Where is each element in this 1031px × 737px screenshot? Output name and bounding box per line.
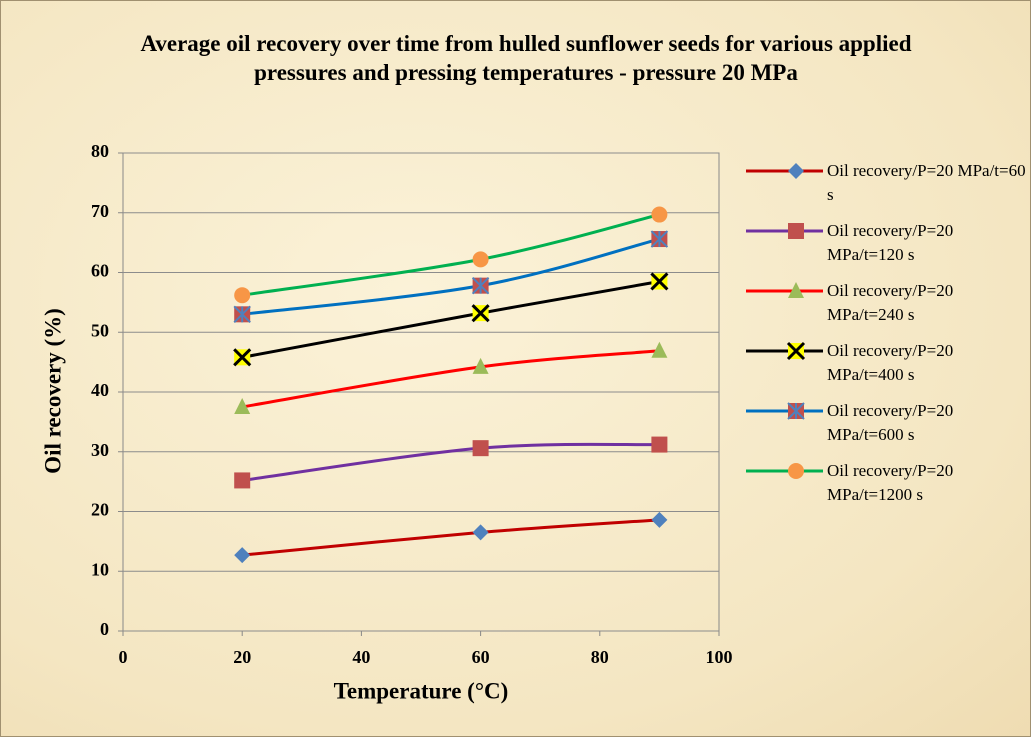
marker-part <box>786 341 806 361</box>
marker-part <box>471 304 490 323</box>
legend-label: Oil recovery/P=20 MPa/t=1200 s <box>827 461 954 504</box>
marker-part <box>234 547 251 564</box>
marker-part <box>788 163 804 179</box>
marker-part <box>650 230 669 248</box>
marker <box>234 397 251 414</box>
legend-label: Oil recovery/P=20 MPa/t=600 s <box>827 401 954 444</box>
marker-part <box>471 276 490 295</box>
y-tick-label: 50 <box>91 320 109 340</box>
x-axis-label: Temperature (°C) <box>334 678 509 703</box>
y-tick-label: 0 <box>100 619 109 639</box>
marker <box>472 440 489 457</box>
marker <box>786 341 806 361</box>
marker-part <box>788 463 804 479</box>
series-line <box>242 518 660 557</box>
marker <box>651 436 668 453</box>
marker <box>650 272 669 291</box>
marker <box>472 251 489 268</box>
marker <box>788 163 804 179</box>
marker-part <box>233 305 251 324</box>
chart-title: Average oil recovery over time from hull… <box>140 31 912 85</box>
marker <box>472 524 489 541</box>
x-tick-label: 0 <box>119 647 128 667</box>
y-tick-label: 30 <box>91 440 109 460</box>
marker-part <box>650 272 669 291</box>
y-tick-label: 60 <box>91 261 109 281</box>
x-tick-label: 40 <box>352 647 370 667</box>
marker-part <box>472 440 489 457</box>
marker-part <box>233 348 252 367</box>
marker-part <box>472 251 489 268</box>
marker <box>233 348 252 367</box>
marker-part <box>472 357 489 374</box>
marker <box>650 230 669 248</box>
marker <box>471 304 490 323</box>
legend-label: Oil recovery/P=20 MPa/t=60 s <box>827 161 1026 204</box>
x-tick-label: 100 <box>706 647 733 667</box>
marker <box>651 341 668 358</box>
series-line <box>241 279 660 359</box>
x-tick-label: 20 <box>233 647 251 667</box>
marker <box>472 357 489 374</box>
marker <box>788 223 804 239</box>
marker <box>234 472 251 489</box>
y-axis-label: Oil recovery (%) <box>40 308 65 474</box>
marker <box>788 282 804 298</box>
marker-part <box>787 402 805 420</box>
marker <box>787 402 805 420</box>
marker-part <box>651 436 668 453</box>
marker <box>233 305 251 324</box>
legend-label: Oil recovery/P=20 MPa/t=240 s <box>827 281 954 324</box>
marker <box>234 287 251 304</box>
y-tick-label: 70 <box>91 201 109 221</box>
marker-part <box>472 524 489 541</box>
marker <box>471 276 490 295</box>
x-tick-label: 80 <box>591 647 609 667</box>
legend-label: Oil recovery/P=20 MPa/t=120 s <box>827 221 954 264</box>
series-line <box>242 237 660 316</box>
y-tick-label: 20 <box>91 500 109 520</box>
y-tick-label: 80 <box>91 141 109 161</box>
marker-part <box>651 206 668 223</box>
marker-part <box>651 341 668 358</box>
legend-label: Oil recovery/P=20 MPa/t=400 s <box>827 341 954 384</box>
marker-part <box>788 282 804 298</box>
marker <box>788 463 804 479</box>
marker-part <box>651 511 668 528</box>
series-line <box>241 349 660 409</box>
marker <box>234 547 251 564</box>
marker <box>651 206 668 223</box>
series-line <box>241 442 660 482</box>
marker-part <box>234 287 251 304</box>
marker-part <box>788 223 804 239</box>
y-tick-label: 40 <box>91 380 109 400</box>
marker <box>651 511 668 528</box>
marker-part <box>234 397 251 414</box>
series-line <box>241 213 660 297</box>
y-tick-label: 10 <box>91 559 109 579</box>
marker-part <box>234 472 251 489</box>
x-tick-label: 60 <box>472 647 490 667</box>
